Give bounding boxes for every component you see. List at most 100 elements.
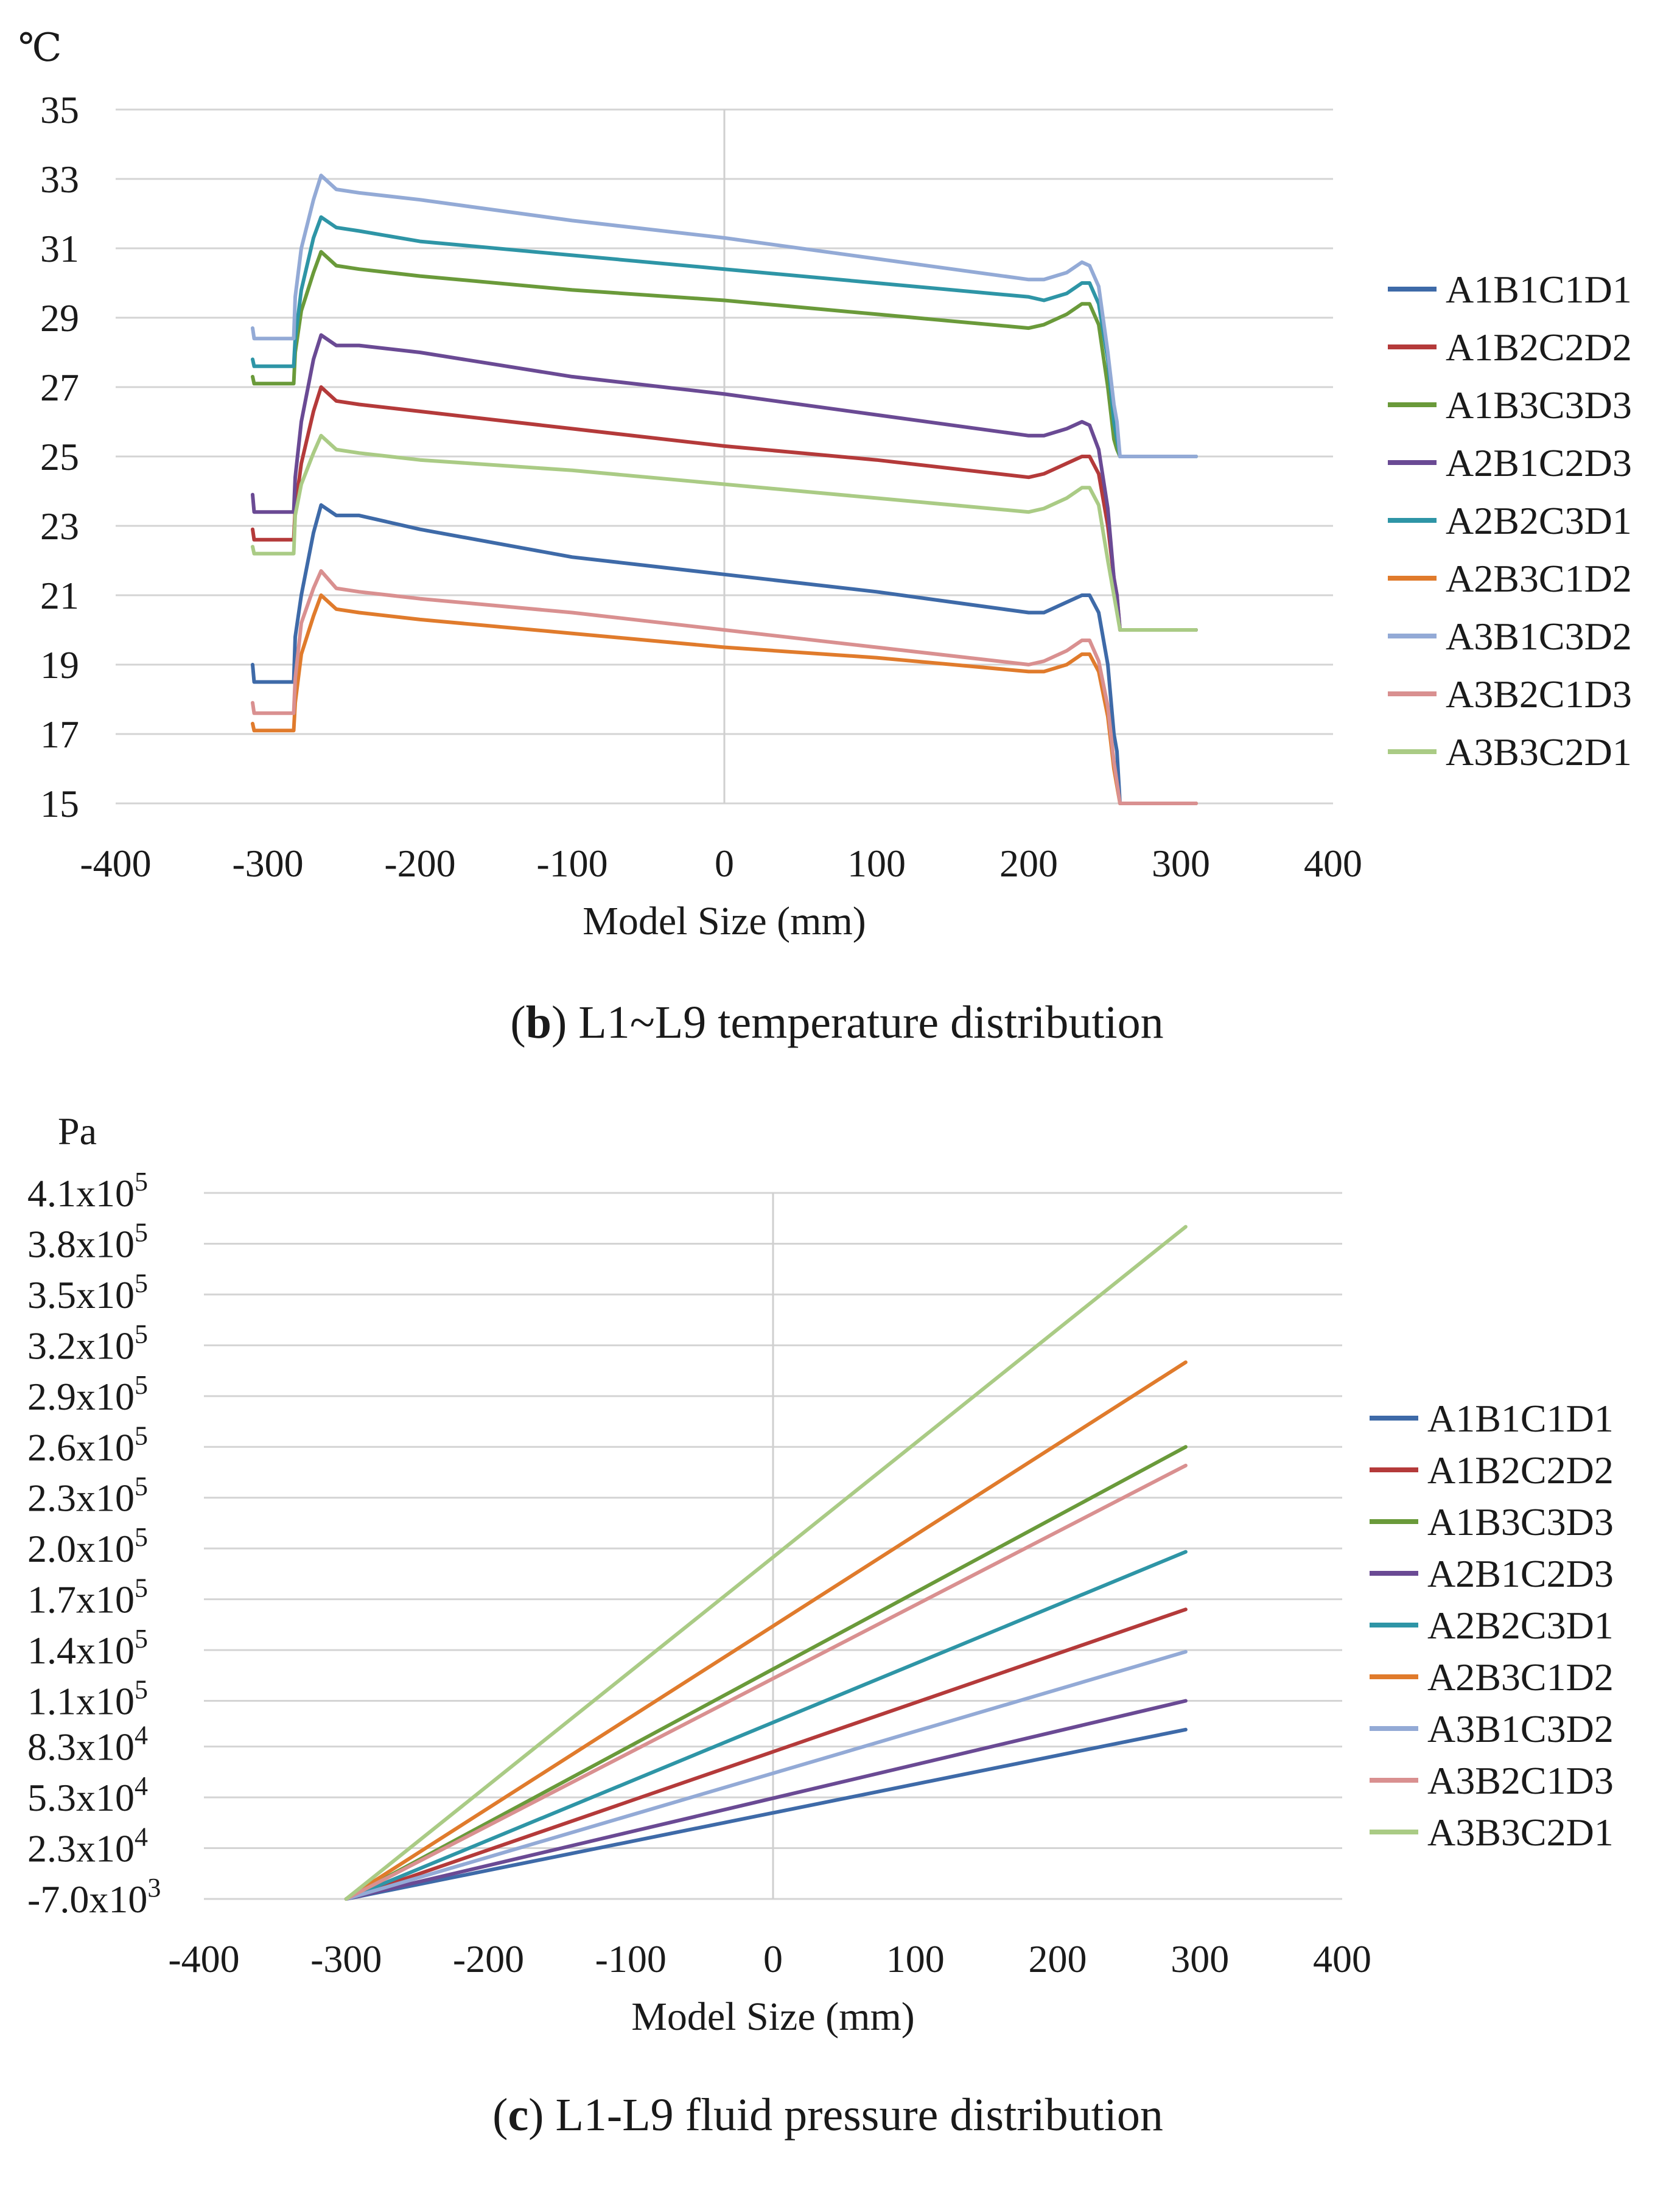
y-tick-mantissa: 3.8x10 — [27, 1222, 135, 1265]
series-line-a1b1c1d1 — [251, 503, 1198, 805]
x-tick-label: 0 — [715, 842, 734, 885]
series-line-a3b2c1d3 — [251, 569, 1198, 805]
y-tick-label: 2.9x105 — [27, 1370, 148, 1418]
legend-entry: A1B3C3D3 — [1427, 1500, 1614, 1543]
y-tick-exponent: 5 — [135, 1319, 148, 1349]
y-tick-label: 3.2x105 — [27, 1319, 148, 1367]
legend-entry: A2B2C3D1 — [1427, 1604, 1614, 1647]
y-tick-label: 29 — [40, 296, 79, 340]
y-tick-exponent: 5 — [135, 1522, 148, 1552]
y-tick-label: 15 — [40, 782, 79, 825]
y-tick-mantissa: -7.0x10 — [27, 1878, 147, 1921]
y-tick-label: 21 — [40, 574, 79, 617]
x-tick-label: -100 — [595, 1937, 667, 1980]
y-tick-label: 1.4x105 — [27, 1624, 148, 1672]
y-unit-label: ℃ — [18, 26, 62, 69]
caption-text: ) L1~L9 temperature distribution — [551, 997, 1164, 1048]
series-line-a1b2c2d2 — [344, 1607, 1188, 1901]
series-line-a2b1c2d3 — [251, 333, 1198, 632]
y-tick-label: -7.0x103 — [27, 1873, 161, 1921]
x-tick-label: 200 — [999, 842, 1058, 885]
series-line-a3b3c2d1 — [344, 1225, 1188, 1901]
y-tick-exponent: 5 — [135, 1675, 148, 1705]
y-tick-mantissa: 4.1x10 — [27, 1172, 135, 1215]
y-tick-exponent: 5 — [135, 1624, 148, 1654]
y-tick-mantissa: 2.3x10 — [27, 1827, 135, 1870]
y-tick-label: 2.3x104 — [27, 1822, 148, 1870]
figure-caption: (b) L1~L9 temperature distribution — [510, 997, 1163, 1048]
legend-entry: A1B3C3D3 — [1446, 383, 1632, 427]
temperature-chart-panel: ℃ 15 17 19 21 23 25 27 29 31 33 35 -400 -300 -200 -100 0… — [18, 26, 1632, 1048]
y-tick-exponent: 5 — [135, 1217, 148, 1247]
legend-entry: A1B1C1D1 — [1427, 1397, 1614, 1440]
y-tick-label: 19 — [40, 643, 79, 687]
y-tick-label: 27 — [40, 366, 79, 409]
y-tick-mantissa: 2.6x10 — [27, 1425, 135, 1469]
x-tick-label: -200 — [453, 1937, 524, 1980]
y-tick-label: 25 — [40, 435, 79, 478]
figure-caption: (c) L1-L9 fluid pressure distribution — [492, 2089, 1163, 2141]
x-tick-label: 100 — [847, 842, 906, 885]
x-tick-label: -400 — [168, 1937, 239, 1980]
y-tick-exponent: 4 — [135, 1771, 148, 1801]
y-tick-exponent: 5 — [135, 1421, 148, 1450]
y-tick-label: 35 — [40, 88, 79, 131]
y-tick-label: 4.1x105 — [27, 1167, 148, 1215]
y-tick-label: 1.7x105 — [27, 1573, 148, 1621]
series-line-a3b3c2d1 — [251, 433, 1198, 632]
y-tick-mantissa: 3.5x10 — [27, 1273, 135, 1316]
y-tick-exponent: 5 — [135, 1268, 148, 1298]
series-line-a1b3c3d3 — [344, 1445, 1188, 1901]
y-tick-label: 3.8x105 — [27, 1217, 148, 1265]
x-tick-label: -100 — [536, 842, 607, 885]
legend-entry: A1B2C2D2 — [1446, 326, 1632, 369]
legend-entry: A3B1C3D2 — [1446, 615, 1632, 658]
y-tick-label: 2.3x105 — [27, 1472, 148, 1520]
y-tick-mantissa: 5.3x10 — [27, 1776, 135, 1819]
y-tick-label: 2.6x105 — [27, 1421, 148, 1469]
caption-text: ) L1-L9 fluid pressure distribution — [528, 2089, 1163, 2141]
x-tick-label: -300 — [310, 1937, 382, 1980]
x-tick-label: -400 — [80, 842, 151, 885]
legend-entry: A2B1C2D3 — [1446, 441, 1632, 484]
legend-entry: A2B1C2D3 — [1427, 1552, 1614, 1595]
y-tick-label: 33 — [40, 158, 79, 201]
y-tick-label: 5.3x104 — [27, 1771, 148, 1819]
y-tick-exponent: 5 — [135, 1167, 148, 1197]
legend-entry: A2B3C1D2 — [1427, 1655, 1614, 1699]
legend-entry: A1B1C1D1 — [1446, 268, 1632, 311]
x-tick-label: 0 — [763, 1937, 783, 1980]
x-axis-label: Model Size (mm) — [583, 899, 866, 943]
y-tick-label: 31 — [40, 227, 79, 270]
caption-panel-letter: b — [526, 997, 551, 1048]
y-unit-label: Pa — [58, 1110, 97, 1153]
y-tick-exponent: 5 — [135, 1370, 148, 1400]
legend-entry: A3B3C2D1 — [1446, 730, 1632, 774]
y-tick-exponent: 3 — [147, 1873, 161, 1903]
x-tick-label: 200 — [1029, 1937, 1087, 1980]
y-tick-mantissa: 2.0x10 — [27, 1527, 135, 1570]
y-tick-label: 3.5x105 — [27, 1268, 148, 1316]
y-tick-mantissa: 2.9x10 — [27, 1375, 135, 1418]
series-line-a2b1c2d3 — [344, 1699, 1188, 1901]
series-line-a3b1c3d2 — [344, 1649, 1188, 1901]
x-axis-label: Model Size (mm) — [631, 1994, 915, 2039]
series-line-a3b1c3d2 — [251, 173, 1198, 458]
y-tick-mantissa: 1.4x10 — [27, 1629, 135, 1672]
y-tick-label: 23 — [40, 505, 79, 548]
x-tick-label: 400 — [1313, 1937, 1371, 1980]
y-tick-label: 1.1x105 — [27, 1675, 148, 1723]
legend-entry: A3B3C2D1 — [1427, 1811, 1614, 1854]
y-tick-mantissa: 3.2x10 — [27, 1324, 135, 1367]
x-tick-label: 300 — [1171, 1937, 1229, 1980]
y-tick-label: 17 — [40, 713, 79, 756]
series-line-a3b2c1d3 — [344, 1463, 1188, 1901]
series-line-a1b1c1d1 — [344, 1727, 1188, 1901]
caption-open-paren: ( — [510, 997, 525, 1048]
series-line-a1b3c3d3 — [251, 250, 1198, 458]
legend-entry: A3B1C3D2 — [1427, 1707, 1614, 1750]
y-tick-exponent: 4 — [135, 1721, 148, 1750]
y-tick-label: 8.3x104 — [27, 1721, 148, 1769]
x-tick-label: 100 — [886, 1937, 945, 1980]
y-tick-mantissa: 2.3x10 — [27, 1477, 135, 1520]
